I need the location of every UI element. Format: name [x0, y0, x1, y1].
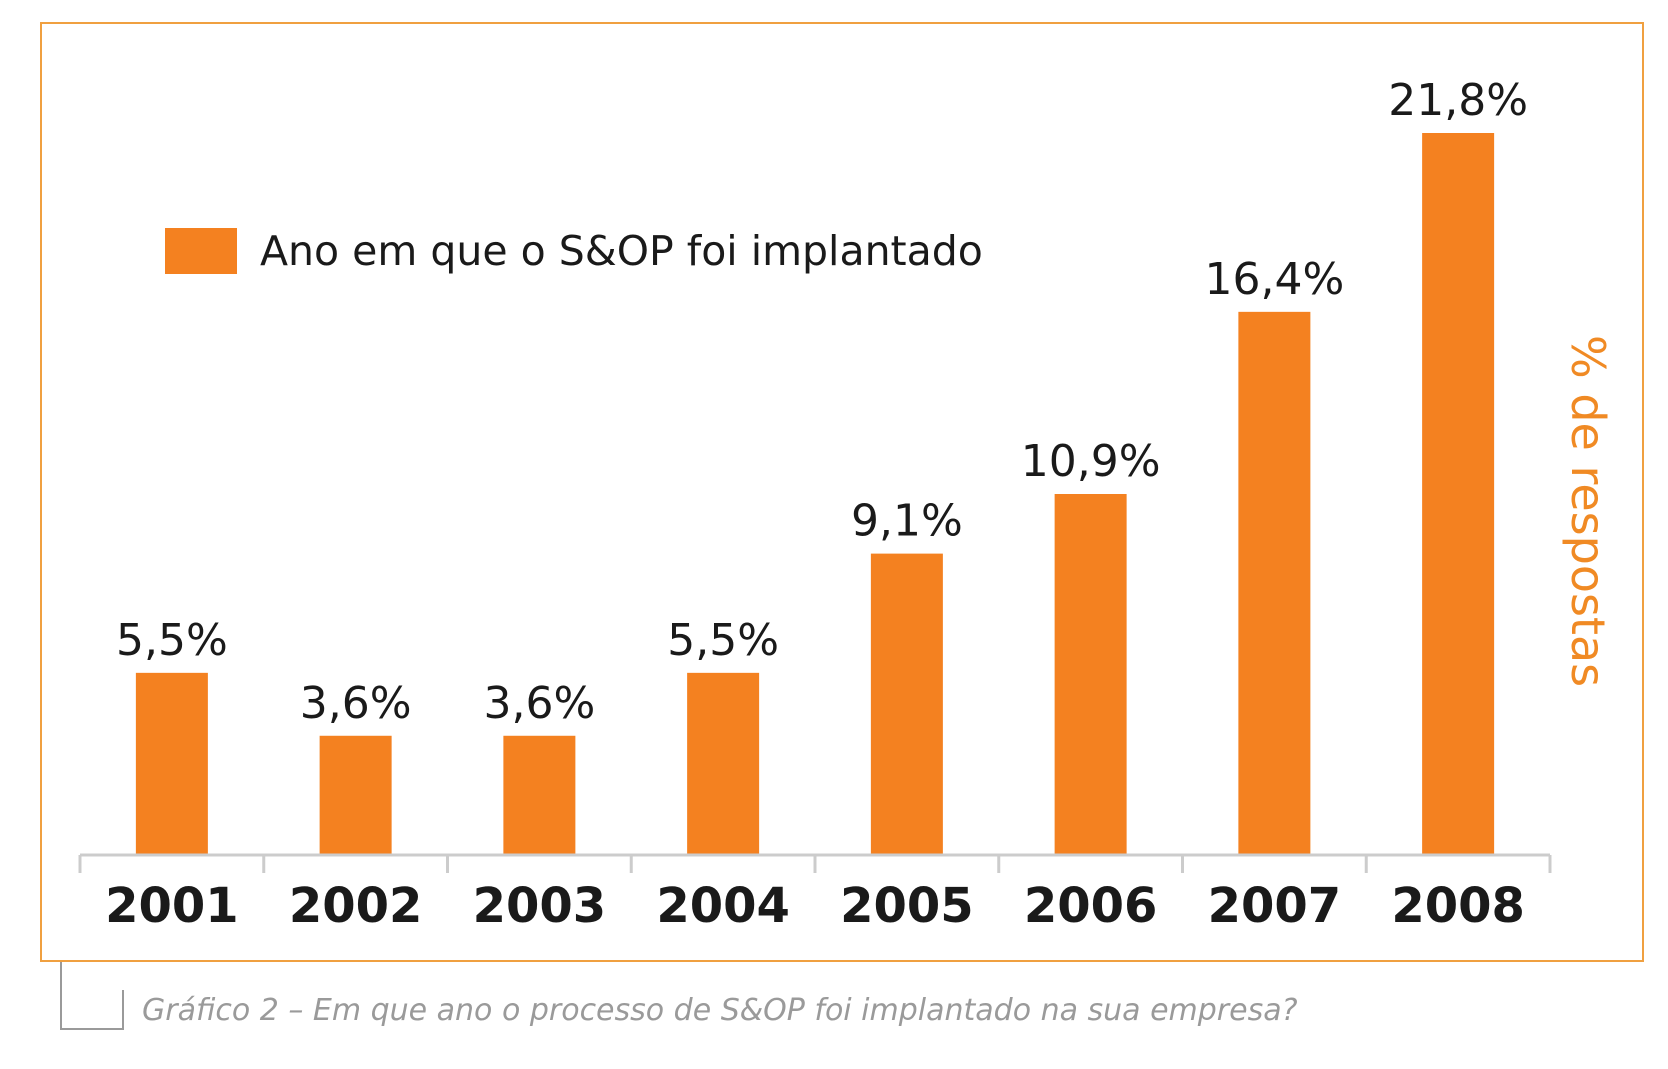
legend-label: Ano em que o S&OP foi implantado: [260, 227, 983, 275]
x-tick-label-2002: 2002: [289, 878, 423, 934]
chart-frame: [40, 22, 1644, 962]
data-label-2007: 16,4%: [1204, 254, 1344, 305]
caption-bracket: [60, 962, 124, 1030]
legend: Ano em que o S&OP foi implantado: [165, 227, 983, 275]
bar-2001: [135, 672, 208, 855]
figure-caption: Gráfico 2 – Em que ano o processo de S&O…: [142, 993, 1298, 1028]
legend-swatch: [165, 228, 237, 274]
x-tick-label-2005: 2005: [840, 878, 974, 934]
data-label-2005: 9,1%: [851, 496, 963, 547]
data-label-2008: 21,8%: [1388, 75, 1528, 126]
x-tick-label-2007: 2007: [1208, 878, 1342, 934]
x-tick-label-2004: 2004: [656, 878, 790, 934]
x-tick-label-2001: 2001: [105, 878, 239, 934]
bar-2007: [1238, 311, 1311, 856]
x-tick-label-2003: 2003: [473, 878, 607, 934]
y-axis-label: % de respostas: [1561, 335, 1615, 687]
bar-2002: [319, 735, 392, 855]
x-tick-label-2006: 2006: [1024, 878, 1158, 934]
bar-2005: [870, 553, 943, 855]
data-label-2002: 3,6%: [300, 678, 412, 729]
data-label-2003: 3,6%: [483, 678, 595, 729]
x-axis: 2001 2002 2003 2004 2005 2006 2007 2008: [78, 853, 1552, 934]
bar-2004: [687, 672, 760, 855]
data-label-2004: 5,5%: [667, 615, 779, 666]
x-tick-label-2008: 2008: [1391, 878, 1525, 934]
data-label-2006: 10,9%: [1021, 436, 1161, 487]
bar-2003: [503, 735, 576, 855]
data-label-2001: 5,5%: [116, 615, 228, 666]
bar-2008: [1422, 133, 1495, 855]
bar-2006: [1054, 494, 1127, 855]
